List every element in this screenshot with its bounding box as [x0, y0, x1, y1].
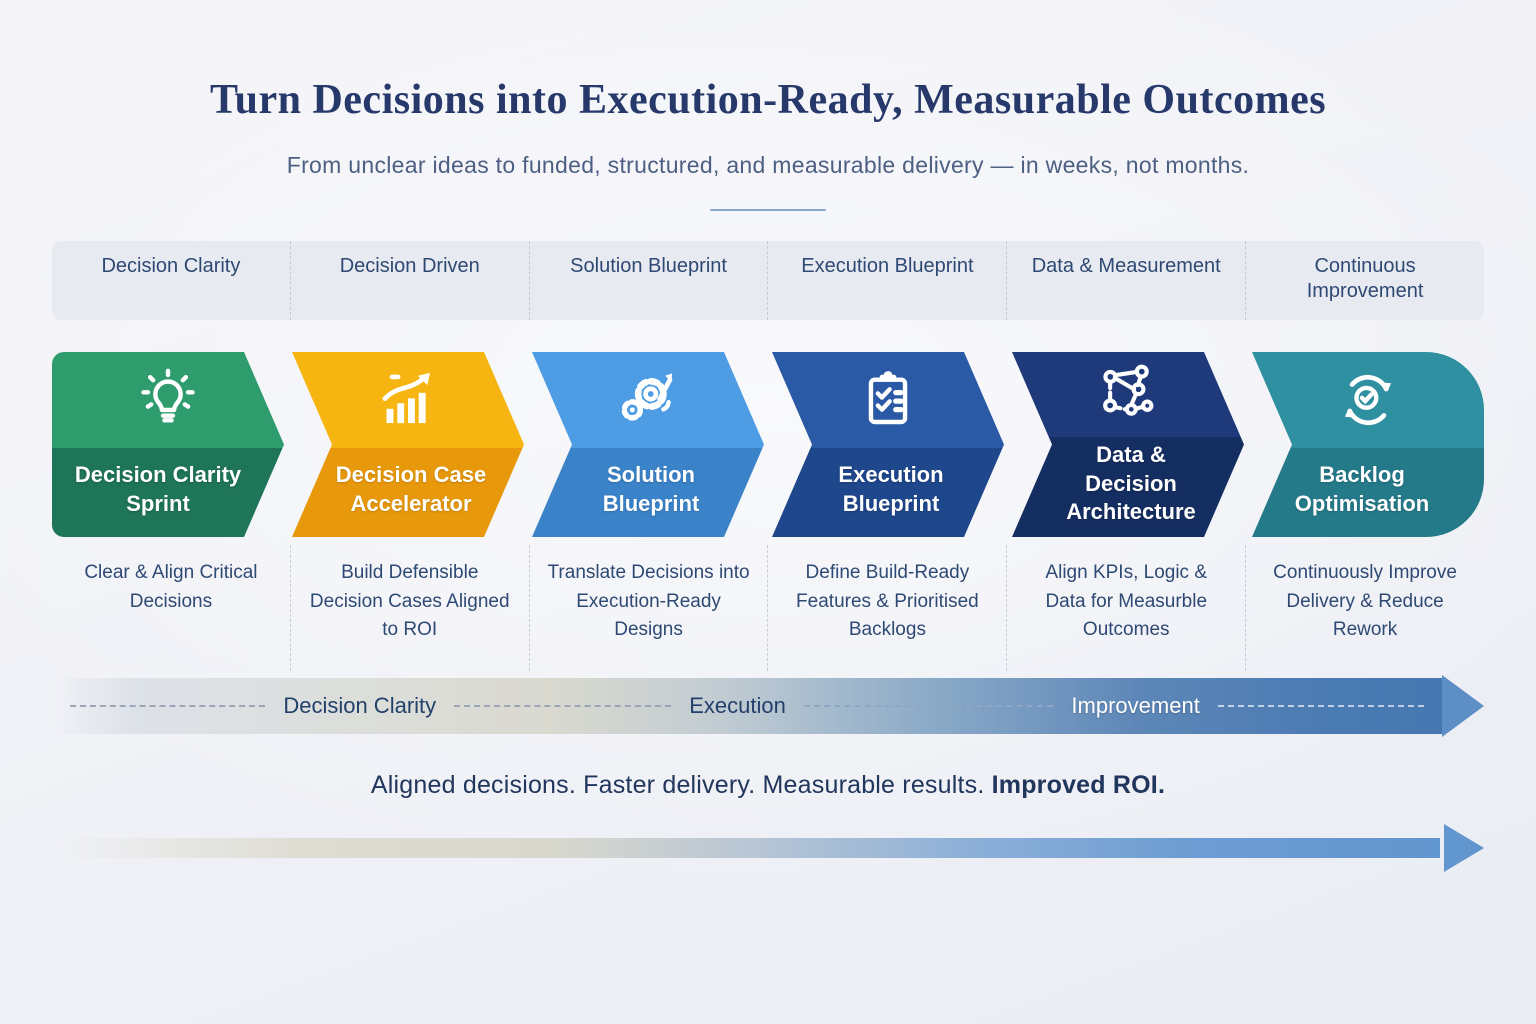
stage-data-decision-architecture: Data & Decision Architecture — [1012, 352, 1244, 537]
cycle-check-icon — [1335, 367, 1401, 433]
bottom-arrow-body — [58, 837, 1440, 858]
gears-arrow-icon — [615, 367, 681, 433]
phase-label-continuous-improvement: Continuous Improvement — [1245, 241, 1484, 320]
growth-chart-icon — [375, 367, 441, 433]
stage-label: Execution Blueprint — [838, 461, 944, 516]
flow-label-improvement: Improvement — [1071, 692, 1200, 718]
stage-description: Define Build-Ready Features & Prioritise… — [767, 545, 1006, 671]
page-subtitle: From unclear ideas to funded, structured… — [286, 152, 1250, 178]
flow-dash-line — [454, 704, 672, 707]
stage-execution-blueprint: Execution Blueprint — [772, 352, 1004, 537]
stage-description: Translate Decisions into Execution-Ready… — [528, 545, 768, 671]
flow-label-decision-clarity: Decision Clarity — [283, 692, 437, 718]
stage-label: Data & Decision Architecture — [1066, 442, 1196, 525]
network-nodes-icon — [1095, 362, 1161, 428]
flow-bar-body — [52, 677, 1442, 734]
phase-label-decision-clarity: Decision Clarity — [101, 255, 241, 277]
flow-dash-line — [1217, 704, 1424, 707]
phase-label-decision-driven: Decision Driven — [289, 241, 529, 320]
clipboard-checklist-icon — [855, 367, 921, 433]
stage-description: Align KPIs, Logic & Data for Measurble O… — [1006, 545, 1245, 671]
tagline: Aligned decisions. Faster delivery. Meas… — [52, 771, 1484, 800]
tagline-text: Aligned decisions. Faster delivery. Meas… — [370, 770, 992, 799]
flow-label-execution: Execution — [689, 692, 786, 718]
lightbulb-icon — [135, 367, 201, 433]
phase-label-solution-blueprint: Solution Blueprint — [528, 241, 768, 320]
stage-backlog-optimisation: Backlog Optimisation — [1252, 352, 1484, 537]
stage-decision-case-accelerator: Decision Case Accelerator — [292, 352, 524, 537]
phase-label-execution-blueprint: Execution Blueprint — [767, 241, 1006, 320]
stage-label: Solution Blueprint — [602, 461, 700, 516]
phase-band: Decision Clarity Decision Driven Solutio… — [52, 241, 1484, 320]
stage-descriptions-row: Clear & Align Critical Decisions Build D… — [52, 545, 1484, 671]
stage-decision-clarity-sprint: Decision Clarity Sprint — [52, 352, 284, 537]
stage-label: Decision Case Accelerator — [335, 461, 487, 516]
stage-description: Continuously Improve Delivery & Reduce R… — [1245, 545, 1484, 671]
tagline-emphasis: Improved ROI. — [991, 770, 1166, 799]
bottom-arrow-arrowhead-icon — [1444, 823, 1484, 872]
header-divider — [710, 209, 826, 211]
phase-label-data-measurement: Data & Measurement — [1006, 241, 1245, 320]
stage-description: Build Defensible Decision Cases Aligned … — [289, 545, 529, 671]
stage-label: Backlog Optimisation — [1294, 461, 1430, 516]
stage-description: Clear & Align Critical Decisions — [84, 562, 258, 612]
page-title: Turn Decisions into Execution-Ready, Mea… — [209, 77, 1327, 123]
flow-gradient-bar: Decision Clarity Execution Improvement — [52, 674, 1484, 737]
stage-solution-blueprint: Solution Blueprint — [532, 352, 764, 537]
flow-bar-arrowhead-icon — [1442, 674, 1484, 737]
stage-label: Decision Clarity Sprint — [74, 461, 242, 516]
flow-dash-line — [70, 704, 266, 707]
flow-dash-line — [803, 704, 1054, 707]
bottom-gradient-arrow — [52, 823, 1484, 872]
process-chevron-row: Decision Clarity Sprint — [52, 352, 1484, 537]
